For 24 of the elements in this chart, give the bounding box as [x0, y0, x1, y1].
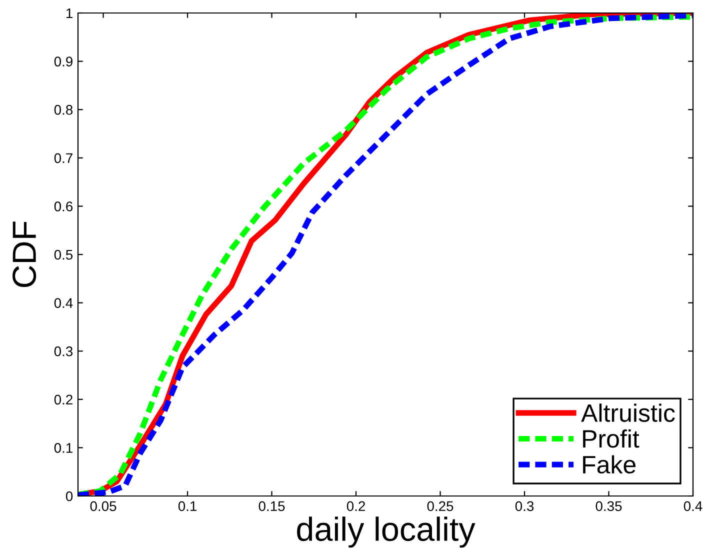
y-tick-label: 0 — [66, 491, 73, 502]
y-tick-label: 0.4 — [54, 298, 73, 308]
y-tick-label: 0.2 — [54, 394, 72, 405]
y-tick-label: 0.1 — [54, 443, 72, 453]
x-tick-label: 0.05 — [90, 501, 116, 512]
legend-label: Fake — [583, 455, 636, 474]
x-tick-label: 0.25 — [427, 501, 454, 512]
x-tick-label: 0.35 — [596, 501, 622, 512]
x-tick-label: 0.4 — [684, 501, 702, 512]
x-tick-label: 0.1 — [178, 501, 196, 512]
y-axis-title: CDF — [12, 222, 36, 288]
x-tick-label: 0.2 — [346, 501, 365, 512]
y-tick-label: 0.3 — [54, 346, 73, 356]
y-tick-label: 0.9 — [54, 56, 72, 66]
legend-label: Altruistic — [581, 404, 675, 422]
x-axis-title: daily locality — [297, 516, 476, 548]
y-tick-label: 0.5 — [54, 250, 73, 260]
y-tick-label: 0.8 — [54, 104, 73, 115]
x-tick-label: 0.3 — [515, 501, 534, 512]
legend-label: Profit — [583, 429, 640, 448]
y-tick-label: 1 — [66, 8, 72, 18]
x-tick-label: 0.15 — [258, 501, 285, 512]
y-tick-label: 0.7 — [54, 153, 72, 164]
y-tick-label: 0.6 — [54, 202, 73, 212]
